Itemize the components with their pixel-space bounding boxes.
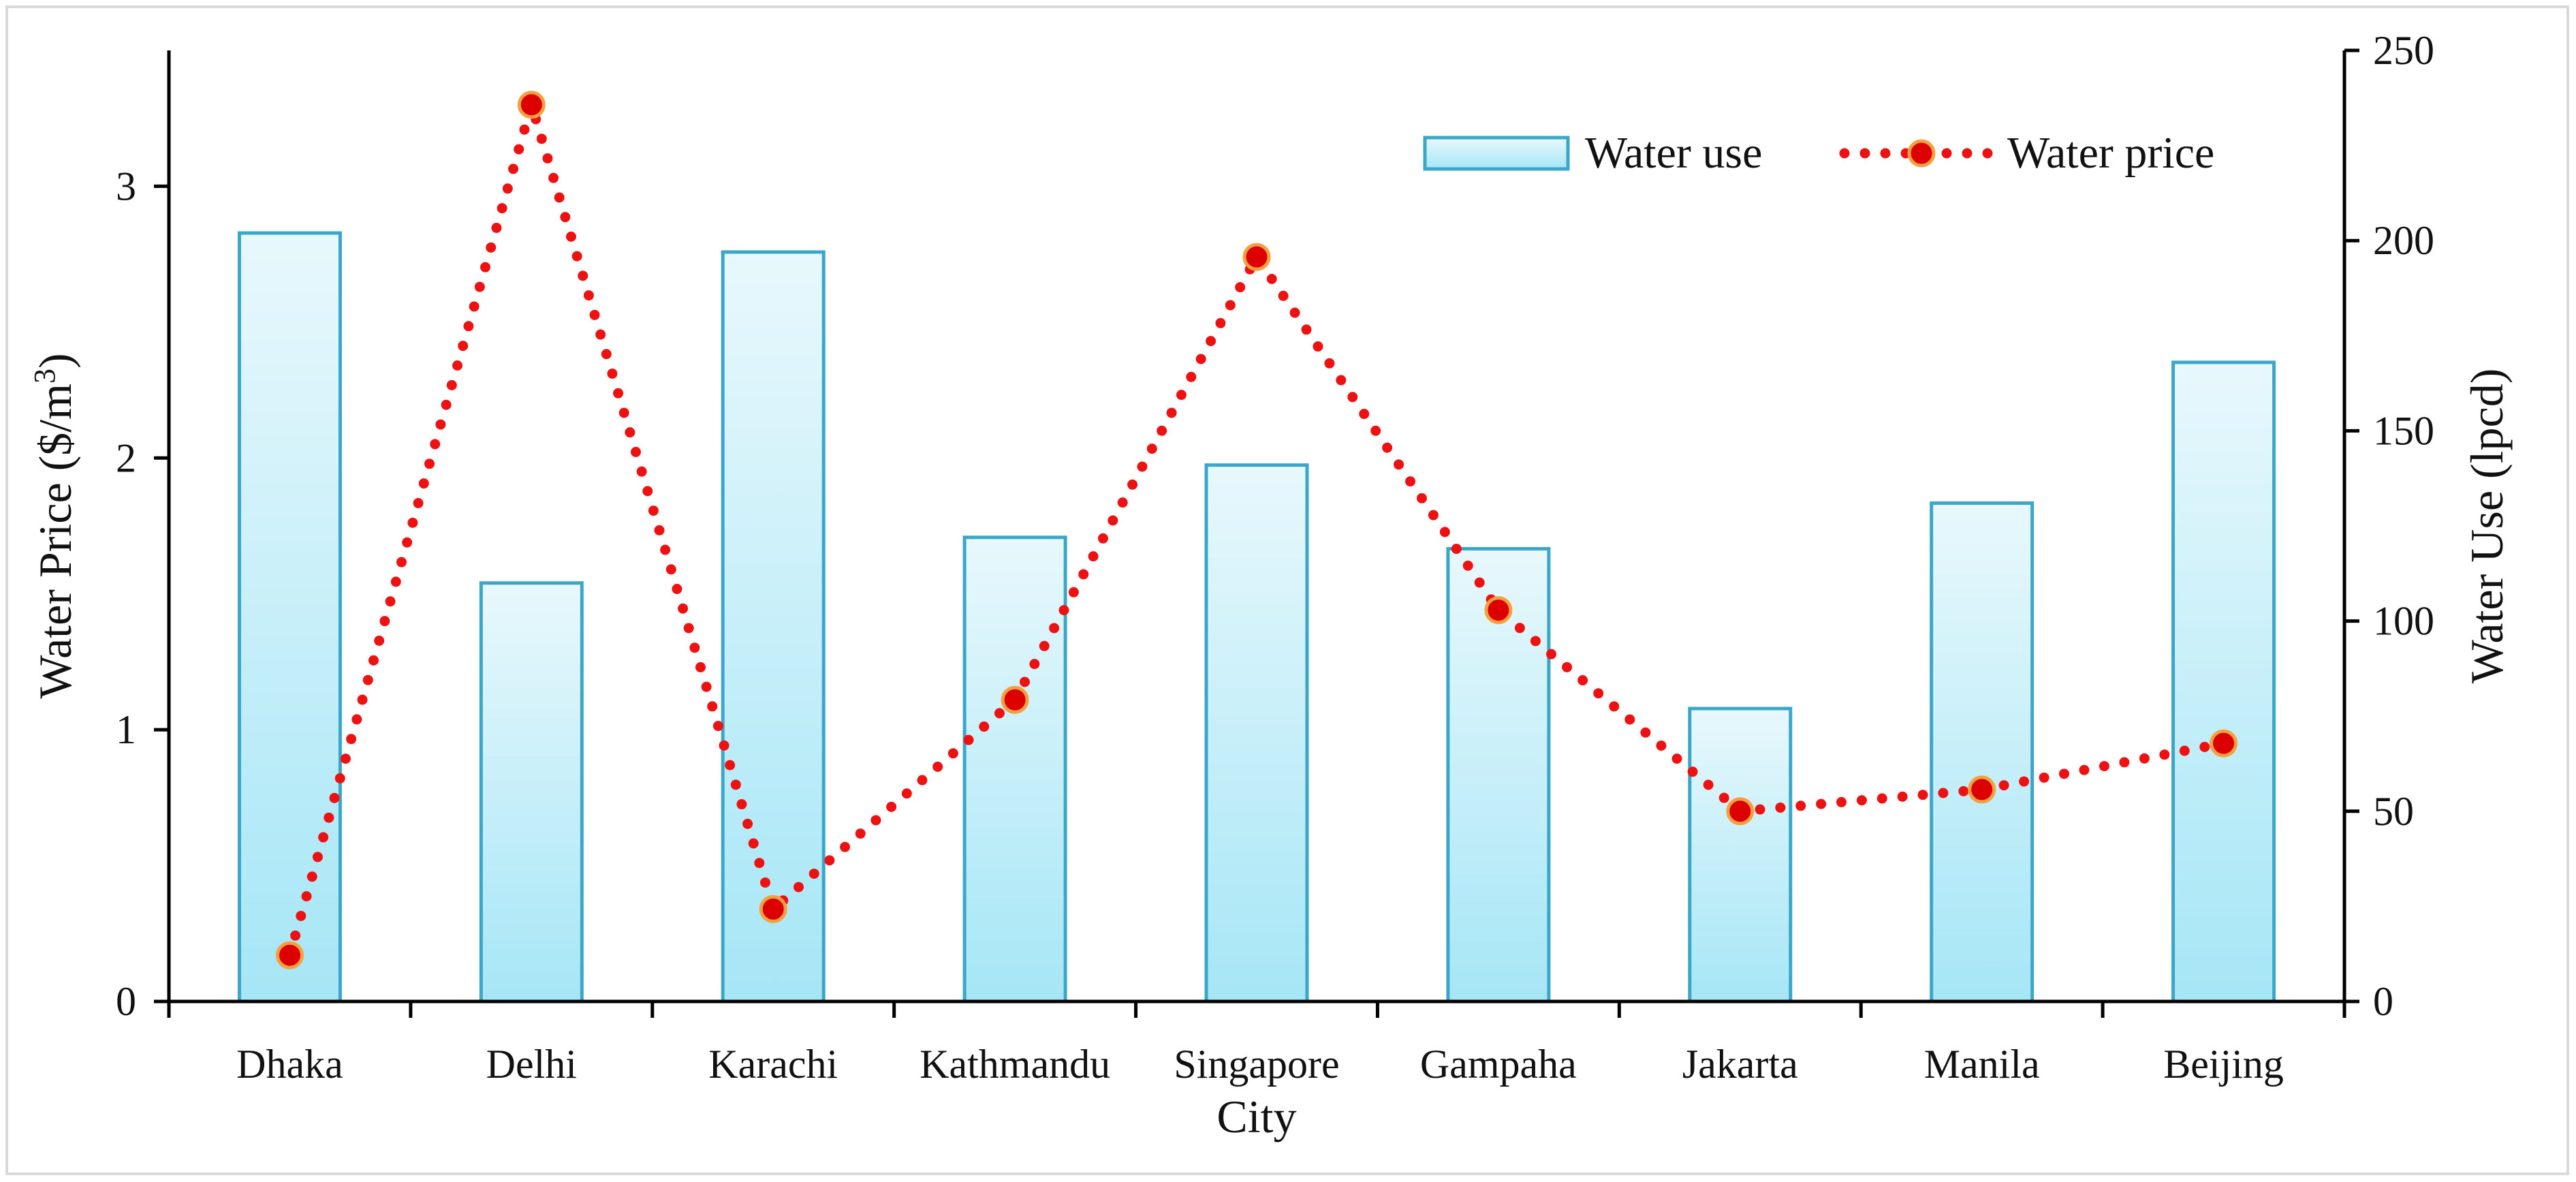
point-water-price-dhaka [275,941,304,969]
x-tick-label-delhi: Delhi [486,1042,577,1087]
bar-water-use-gampaha [1446,547,1551,1004]
bar-water-use-dhaka [237,231,342,1004]
bar-water-use-beijing [2171,360,2276,1004]
bars-layer [237,231,2276,1004]
left-y-tick-label: 2 [116,435,136,480]
right-y-tick-label: 50 [2373,789,2414,834]
x-axis-title: City [1216,1091,1296,1142]
legend-label-water-use: Water use [1585,128,1762,178]
left-y-tick-label: 3 [116,164,136,208]
point-water-price-delhi [517,91,546,119]
legend-label-water-price: Water price [2007,128,2214,178]
x-tick-label-manila: Manila [1924,1042,2040,1087]
left-y-tick-label: 1 [116,707,136,752]
x-tick-label-gampaha: Gampaha [1420,1042,1577,1087]
bar-water-use-kathmandu [962,535,1067,1004]
point-water-price-singapore [1242,243,1271,271]
x-tick-label-jakarta: Jakarta [1682,1042,1798,1087]
price-line-layer [284,87,2229,961]
left-y-axis-title: Water Price ($/m3) [28,353,81,698]
point-water-price-jakarta [1726,797,1755,826]
bar-water-use-jakarta [1688,706,1793,1004]
right-y-tick-label: 250 [2373,28,2434,73]
legend: Water use Water price [1423,128,2214,178]
point-water-price-kathmandu [1001,685,1029,714]
legend-swatch-water-use [1423,136,1570,171]
ticks-layer: 0 1 2 3 0 50 100 150 200 250 Dhaka Delhi Karachi Kath… [116,28,2434,1087]
x-tick-label-dhaka: Dhaka [236,1042,343,1087]
bar-water-use-manila [1930,501,2035,1004]
bar-water-use-singapore [1204,463,1309,1004]
bar-water-use-karachi [721,250,826,1004]
right-y-tick-label: 100 [2373,599,2434,644]
point-water-price-karachi [759,895,787,923]
price-line [284,87,2229,961]
chart: 0 1 2 3 0 50 100 150 200 250 Dhaka Delhi Karachi Kath… [28,28,2513,1142]
point-water-price-manila [1968,775,1996,804]
legend-swatch-water-price-marker [1907,139,1936,168]
x-tick-label-karachi: Karachi [708,1042,838,1087]
left-y-tick-label: 0 [116,979,136,1024]
point-water-price-beijing [2210,729,2238,758]
point-water-price-gampaha [1484,596,1513,625]
markers-layer [275,91,2238,969]
bar-water-use-delhi [479,581,584,1004]
x-tick-label-singapore: Singapore [1174,1042,1339,1087]
x-tick-label-beijing: Beijing [2163,1042,2284,1087]
right-y-tick-label: 0 [2373,979,2393,1024]
right-y-tick-label: 200 [2373,218,2434,263]
axes-layer [167,50,2346,1004]
right-y-tick-label: 150 [2373,408,2434,453]
right-y-axis-title: Water Use (lpcd) [2461,369,2513,684]
chart-frame: 0 1 2 3 0 50 100 150 200 250 Dhaka Delhi Karachi Kath… [5,5,2569,1175]
x-tick-label-kathmandu: Kathmandu [920,1042,1110,1087]
